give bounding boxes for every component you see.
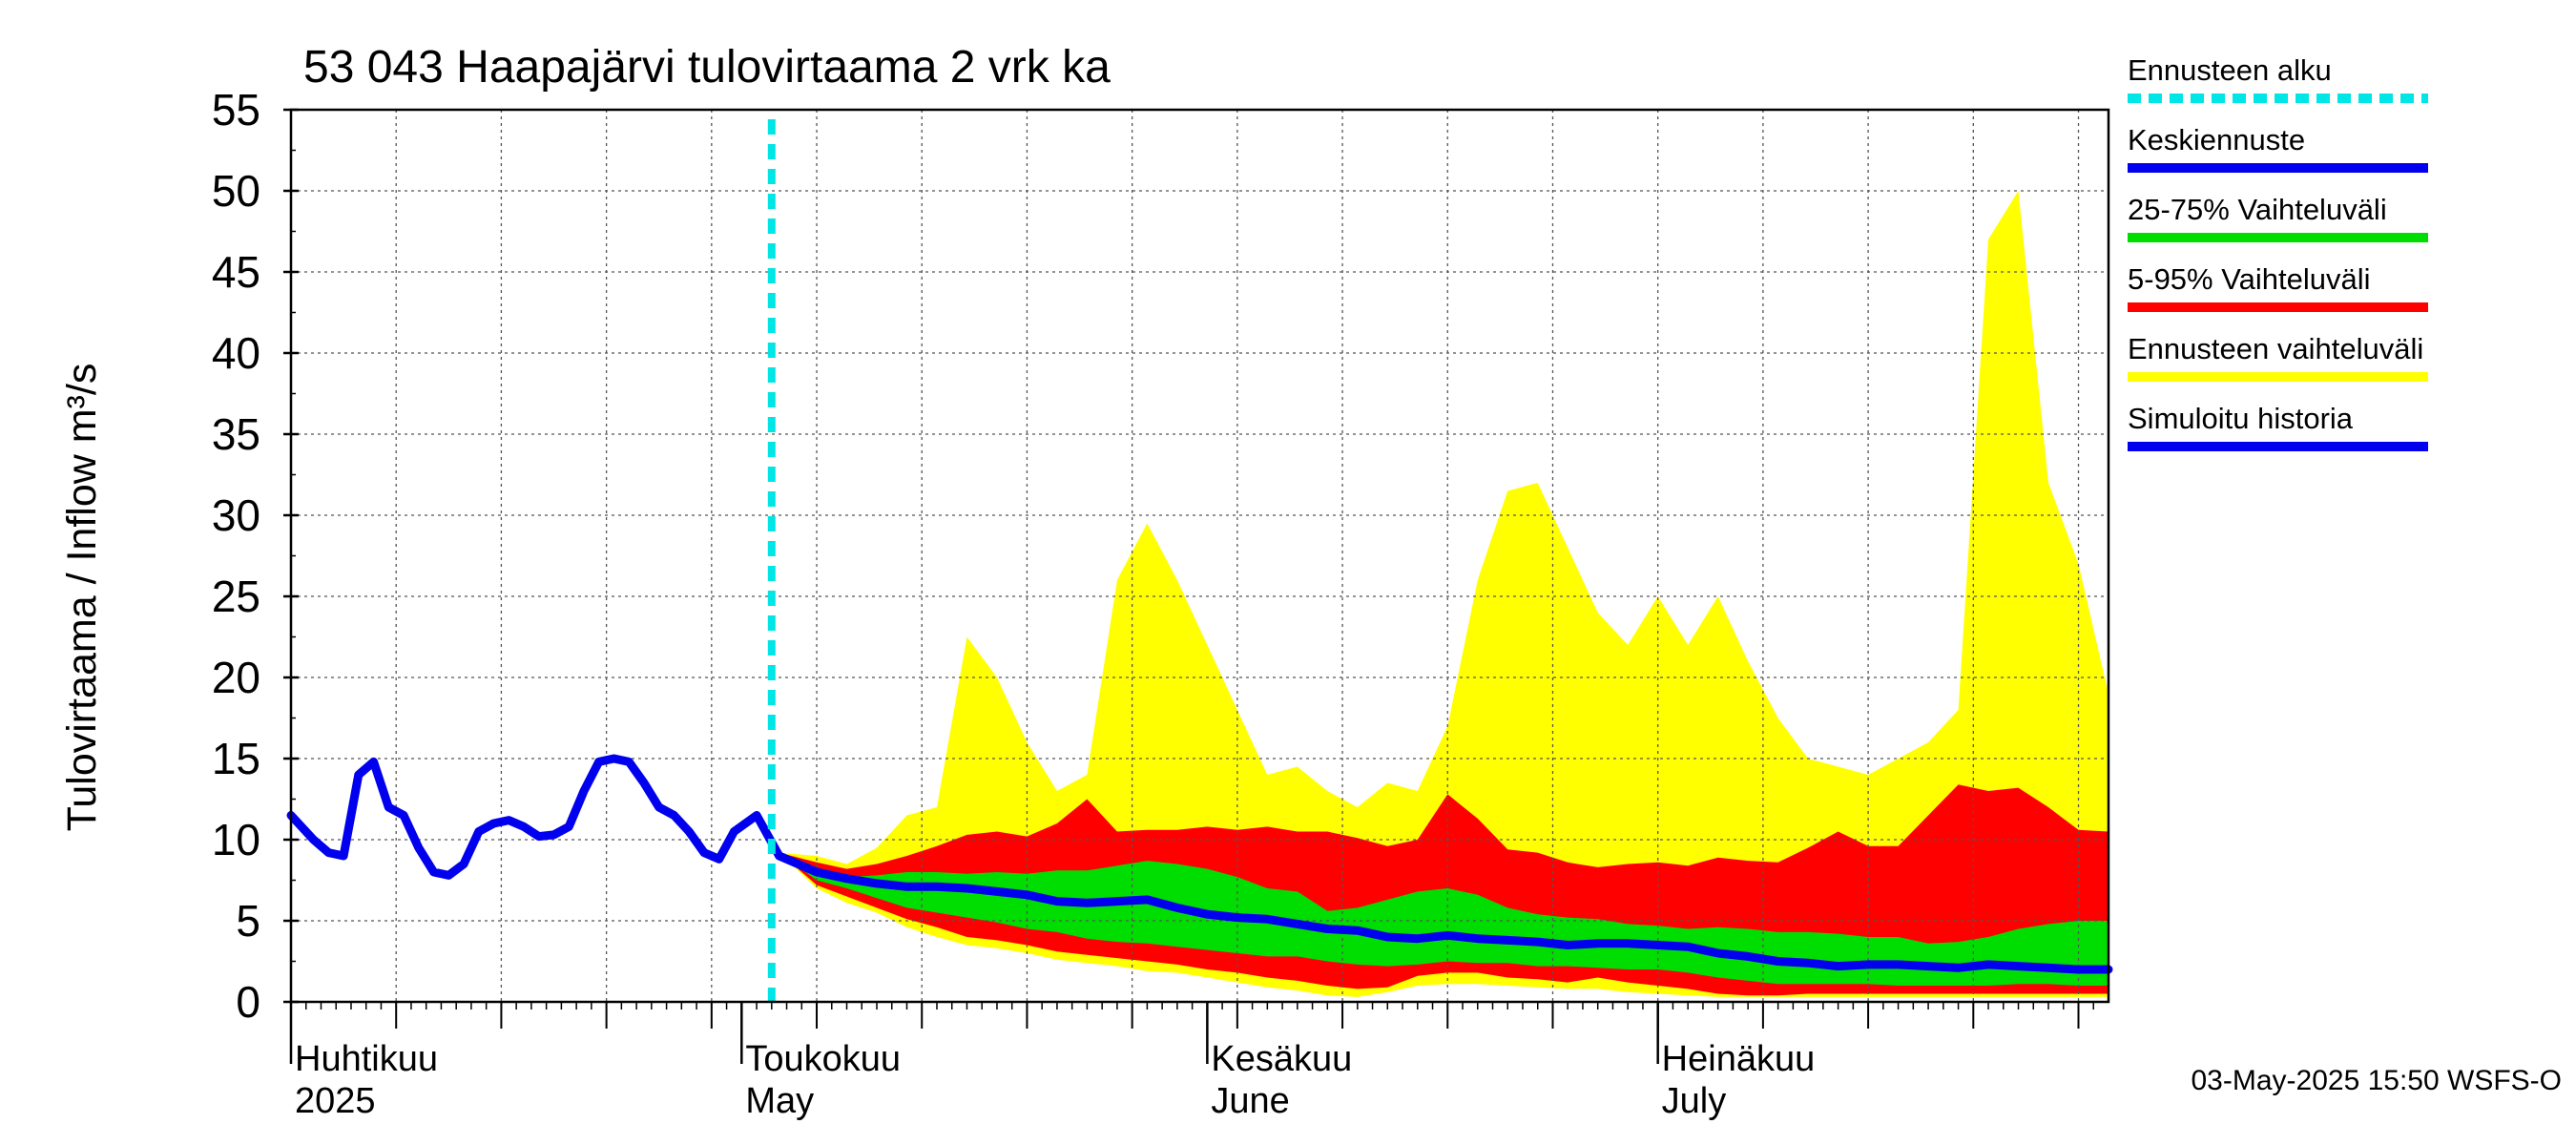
y-tick-label: 25 — [212, 572, 260, 621]
x-month-sublabel: June — [1211, 1081, 1289, 1121]
y-tick-label: 5 — [236, 896, 260, 946]
x-month-sublabel: July — [1662, 1081, 1727, 1121]
chart-title: 53 043 Haapajärvi tulovirtaama 2 vrk ka — [303, 42, 1111, 93]
legend-label: Keskiennuste — [2128, 123, 2305, 156]
y-axis-label: Tulovirtaama / Inflow m³/s — [59, 364, 105, 832]
legend-label: Ennusteen alku — [2128, 53, 2332, 87]
timestamp-footer: 03-May-2025 15:50 WSFS-O — [2192, 1065, 2563, 1096]
median-forecast-line — [775, 851, 2113, 974]
axis-ticks: 0510152025303540455055Huhtikuu2025Toukok… — [212, 85, 2095, 1121]
x-month-label: Heinäkuu — [1662, 1039, 1816, 1079]
x-month-sublabel: May — [745, 1081, 814, 1121]
x-month-sublabel: 2025 — [295, 1081, 376, 1121]
band-forecast-range — [779, 191, 2109, 997]
grid — [291, 110, 2109, 1002]
legend: Ennusteen alku Keskiennuste 25-75% Vaihtel… — [2128, 53, 2428, 451]
history-line — [286, 754, 784, 880]
y-tick-label: 50 — [212, 166, 260, 216]
x-month-label: Huhtikuu — [295, 1039, 438, 1079]
x-month-label: Kesäkuu — [1211, 1039, 1352, 1079]
legend-label: Ennusteen vaihteluväli — [2128, 332, 2423, 365]
forecast-bands — [779, 191, 2109, 997]
y-tick-label: 55 — [212, 85, 260, 135]
y-tick-label: 30 — [212, 490, 260, 540]
series-lines — [286, 119, 2113, 1002]
y-tick-label: 15 — [212, 734, 260, 783]
legend-label: 5-95% Vaihteluväli — [2128, 262, 2370, 296]
y-tick-label: 45 — [212, 247, 260, 297]
x-month-label: Toukokuu — [745, 1039, 901, 1079]
y-tick-label: 40 — [212, 328, 260, 378]
y-tick-label: 0 — [236, 977, 260, 1027]
y-tick-label: 35 — [212, 409, 260, 459]
legend-label: 25-75% Vaihteluväli — [2128, 193, 2387, 226]
y-tick-label: 20 — [212, 653, 260, 702]
legend-label: Simuloitu historia — [2128, 402, 2354, 435]
y-tick-label: 10 — [212, 815, 260, 864]
band-25-75 — [779, 852, 2109, 986]
